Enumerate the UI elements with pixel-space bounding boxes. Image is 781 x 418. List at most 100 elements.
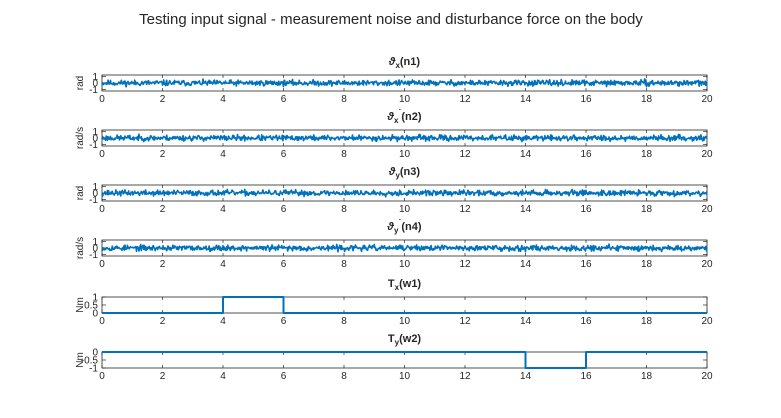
x-tick-label: 4 <box>220 371 226 382</box>
x-tick-label: 18 <box>641 204 653 215</box>
x-tick-label: 18 <box>641 149 653 160</box>
x-tick-label: 0 <box>99 149 105 160</box>
subplot-2: ϑx˙(n2) rad/s 0 2 4 6 8 10 12 14 16 18 20 -101 <box>75 108 713 160</box>
x-tick-label: 8 <box>341 371 347 382</box>
x-tick-label: 10 <box>399 149 411 160</box>
x-tick-label: 8 <box>341 94 347 105</box>
y-axis-label: rad <box>75 186 86 200</box>
y-tick-label: 0.5 <box>84 301 98 312</box>
y-tick-label: 0 <box>92 348 98 359</box>
x-tick-label: 6 <box>281 149 287 160</box>
x-tick-label: 10 <box>399 259 411 270</box>
x-tick-label: 2 <box>160 94 166 105</box>
x-tick-label: 8 <box>341 316 347 327</box>
x-tick-label: 20 <box>701 149 713 160</box>
x-tick-label: 20 <box>701 371 713 382</box>
y-tick-label: 0 <box>92 244 98 255</box>
y-tick-label: -1 <box>89 140 98 151</box>
subplot-title: ϑy(n3) <box>388 166 420 180</box>
x-tick-label: 10 <box>399 94 411 105</box>
x-tick-label: 18 <box>641 316 653 327</box>
x-tick-label: 2 <box>160 371 166 382</box>
y-tick-label: 1 <box>92 127 98 138</box>
x-tick-label: 20 <box>701 316 713 327</box>
y-tick-label: 1 <box>92 293 98 304</box>
x-tick-label: 8 <box>341 259 347 270</box>
y-axis-label: Nm <box>75 297 86 313</box>
subplot-6: Ty(w2) Nm 0 2 4 6 8 10 12 14 16 18 20 -1-0.50 <box>75 333 713 382</box>
y-axis-label: rad/s <box>75 127 86 149</box>
x-tick-label: 2 <box>160 204 166 215</box>
x-tick-label: 18 <box>641 94 653 105</box>
series-line <box>101 243 708 253</box>
y-tick-label: -0.5 <box>81 356 99 367</box>
y-tick-label: 1 <box>92 182 98 193</box>
x-tick-label: 4 <box>220 316 226 327</box>
x-tick-label: 6 <box>281 204 287 215</box>
x-tick-label: 12 <box>459 259 471 270</box>
x-tick-label: 16 <box>580 94 592 105</box>
figure-title: Testing input signal - measurement noise… <box>139 11 643 28</box>
x-tick-label: 12 <box>459 371 471 382</box>
x-tick-label: 16 <box>580 259 592 270</box>
x-tick-label: 12 <box>459 94 471 105</box>
x-tick-label: 8 <box>341 149 347 160</box>
x-tick-label: 18 <box>641 259 653 270</box>
x-tick-label: 14 <box>520 204 532 215</box>
x-tick-label: 10 <box>399 204 411 215</box>
x-tick-label: 0 <box>99 94 105 105</box>
y-tick-label: -1 <box>89 195 98 206</box>
y-tick-label: -1 <box>89 364 98 375</box>
x-tick-label: 16 <box>580 204 592 215</box>
x-tick-label: 18 <box>641 371 653 382</box>
x-tick-label: 12 <box>459 316 471 327</box>
subplot-title: Tx(w1) <box>388 278 422 292</box>
x-tick-label: 6 <box>281 94 287 105</box>
subplot-1: ϑx(n1) rad 0 2 4 6 8 10 12 14 16 18 20 -101 <box>75 56 713 105</box>
series-line <box>101 188 708 198</box>
x-tick-label: 10 <box>399 371 411 382</box>
series-line <box>102 351 707 369</box>
x-tick-label: 2 <box>160 149 166 160</box>
y-axis-label: rad <box>75 76 86 90</box>
x-tick-label: 6 <box>281 259 287 270</box>
x-tick-label: 0 <box>99 259 105 270</box>
series-line <box>102 296 707 314</box>
x-tick-label: 14 <box>520 259 532 270</box>
y-tick-label: -1 <box>89 85 98 96</box>
x-tick-label: 14 <box>520 371 532 382</box>
x-tick-label: 16 <box>580 316 592 327</box>
x-tick-label: 4 <box>220 149 226 160</box>
x-tick-label: 14 <box>520 149 532 160</box>
x-tick-label: 0 <box>99 204 105 215</box>
x-tick-label: 8 <box>341 204 347 215</box>
y-axis-label: Nm <box>75 352 86 368</box>
x-tick-label: 16 <box>580 149 592 160</box>
x-tick-label: 20 <box>701 259 713 270</box>
x-tick-label: 6 <box>281 371 287 382</box>
y-tick-label: 1 <box>92 237 98 248</box>
x-tick-label: 4 <box>220 204 226 215</box>
x-tick-label: 4 <box>220 259 226 270</box>
x-tick-label: 2 <box>160 259 166 270</box>
x-tick-label: 2 <box>160 316 166 327</box>
y-tick-label: 0 <box>92 189 98 200</box>
x-tick-label: 4 <box>220 94 226 105</box>
y-tick-label: 0 <box>92 309 98 320</box>
subplot-3: ϑy(n3) rad 0 2 4 6 8 10 12 14 16 18 20 -101 <box>75 166 713 215</box>
x-tick-label: 14 <box>520 94 532 105</box>
series-line <box>101 78 708 88</box>
subplot-title: ϑy˙(n4) <box>386 218 421 235</box>
y-tick-label: -1 <box>89 250 98 261</box>
x-tick-label: 16 <box>580 371 592 382</box>
subplot-5: Tx(w1) Nm 0 2 4 6 8 10 12 14 16 18 20 00.51 <box>75 278 713 327</box>
subplot-4: ϑy˙(n4) rad/s 0 2 4 6 8 10 12 14 16 18 20 -101 <box>75 218 713 270</box>
x-tick-label: 10 <box>399 316 411 327</box>
x-tick-label: 14 <box>520 316 532 327</box>
x-tick-label: 6 <box>281 316 287 327</box>
series-line <box>101 133 708 143</box>
y-tick-label: 0 <box>92 134 98 145</box>
